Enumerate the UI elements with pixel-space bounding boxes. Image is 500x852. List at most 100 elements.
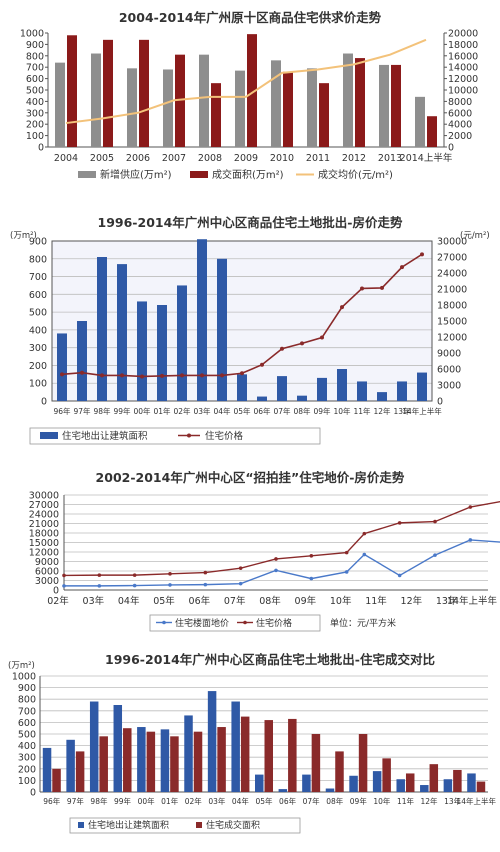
- chart-3-point-land-price: [168, 583, 172, 587]
- chart-4-x-tick-label: 01年: [161, 796, 179, 806]
- chart-2-point-price: [400, 265, 404, 270]
- chart-4-x-tick-label: 06年: [279, 796, 297, 806]
- chart-4-bar-land: [42, 747, 52, 792]
- chart-2-point-price: [140, 374, 144, 379]
- chart-1-bar-transacted: [139, 39, 149, 148]
- chart-2-point-price: [320, 335, 324, 340]
- chart-3-x-tick-label: 03年: [83, 595, 105, 607]
- chart-4-bar-transacted: [311, 734, 321, 792]
- chart-4: 1996-2014年广州中心区商品住宅土地批出-住宅成交对比 (万m²) 01002…: [8, 652, 496, 834]
- chart-2-title: 1996-2014年广州中心区商品住宅土地批出-房价走势: [98, 215, 403, 230]
- chart-3-legend-marker: [162, 620, 166, 625]
- chart-3-point-house-price: [132, 573, 137, 577]
- chart-2-point-price: [340, 305, 344, 310]
- chart-3-y-tick-label: 27000: [29, 500, 59, 511]
- chart-3-point-land-price: [468, 538, 473, 542]
- chart-1-legend-swatch: [190, 171, 208, 178]
- chart-3-point-land-price: [362, 552, 367, 557]
- chart-4-legend-swatch: [78, 822, 84, 828]
- chart-2-y2-tick-label: 3000: [437, 381, 461, 392]
- chart-1-y2-tick-label: 10000: [448, 86, 478, 97]
- chart-1-y-tick-label: 700: [26, 63, 44, 74]
- chart-1-x-tick-label: 2009: [234, 153, 258, 164]
- chart-1-y2-tick-label: 16000: [448, 51, 478, 62]
- chart-1-x-tick-label: 2012: [342, 153, 366, 164]
- chart-2-point-price: [240, 371, 244, 376]
- chart-4-bar-transacted: [429, 764, 439, 792]
- chart-1-x-tick-label: 2007: [162, 153, 186, 164]
- chart-2-y-tick-label: 100: [29, 379, 47, 390]
- chart-2-point-price: [360, 286, 364, 291]
- chart-1-y2-tick-label: 18000: [448, 40, 478, 51]
- chart-4-x-tick-label: 13年: [444, 796, 462, 806]
- chart-2-bar-land: [217, 258, 227, 401]
- chart-3-point-house-price: [309, 554, 314, 558]
- chart-3-point-land-price: [309, 576, 314, 581]
- chart-1-x-tick-label: 2014上半年: [400, 152, 453, 164]
- chart-4-bar-land: [89, 701, 99, 792]
- chart-1-y2-tick-label: 20000: [448, 29, 478, 40]
- chart-4-bar-transacted: [288, 718, 297, 792]
- chart-2-x-tick-label: 08年: [293, 406, 311, 416]
- chart-1-x-tick-label: 2010: [270, 153, 294, 164]
- chart-4-y-tick-label: 600: [18, 718, 36, 729]
- chart-2-point-price: [380, 285, 384, 290]
- chart-4-bar-transacted: [405, 773, 415, 792]
- chart-1-x-tick-label: 2011: [306, 153, 330, 164]
- chart-3-point-land-price: [132, 583, 137, 588]
- chart-2-bar-land: [157, 305, 167, 401]
- chart-3-point-house-price: [238, 566, 243, 570]
- chart-4-x-tick-label: 03年: [208, 796, 226, 806]
- chart-1-y2-tick-label: 2000: [448, 131, 472, 142]
- chart-4-y-tick-label: 100: [18, 776, 36, 787]
- chart-1-panel: 2004-2014年广州原十区商品住宅供求价走势 0 100 200 300 400 500…: [0, 0, 500, 190]
- chart-4-legend-label: 住宅地出让建筑面积: [88, 819, 169, 831]
- chart-1-x-tick-label: 2006: [126, 153, 150, 164]
- chart-3-title: 2002-2014年广州中心区“招拍挂”住宅地价-房价走势: [96, 470, 405, 485]
- chart-1: 2004-2014年广州原十区商品住宅供求价走势0100200300400500…: [20, 10, 478, 181]
- chart-4-x-tick-label: 11年: [397, 796, 415, 806]
- chart-4-y-tick-label: 200: [18, 764, 36, 775]
- chart-3-y-tick-label: 6000: [35, 567, 59, 578]
- chart-2-y2label: (元/m²): [460, 231, 490, 241]
- chart-2-legend-label: 住宅地出让建筑面积: [62, 430, 148, 442]
- chart-3-x-tick-label: 14年上半年: [447, 595, 498, 607]
- chart-4-bar-land: [467, 773, 476, 792]
- chart-1-bar-transacted: [211, 83, 221, 147]
- chart-1-y-tick-label: 600: [26, 74, 44, 85]
- chart-1-x-tick-label: 2013: [378, 153, 402, 164]
- chart-1-x-tick-label: 2004: [54, 153, 78, 164]
- chart-3-point-house-price: [468, 505, 473, 509]
- chart-2-x-tick-label: 13年: [393, 406, 411, 416]
- chart-3-point-land-price: [203, 582, 208, 587]
- chart-1-bar-supply: [307, 68, 317, 147]
- chart-4-bar-transacted: [382, 758, 391, 792]
- chart-1-legend-swatch: [78, 171, 96, 178]
- chart-2-bar-land: [197, 239, 207, 401]
- chart-2-x-tick-label: 05年: [233, 406, 251, 416]
- chart-3-x-tick-label: 06年: [189, 595, 211, 607]
- chart-4-x-tick-label: 08年: [326, 796, 344, 806]
- chart-1-bar-supply: [343, 53, 353, 147]
- chart-1-x-tick-label: 2008: [198, 153, 222, 164]
- chart-3-y-tick-label: 30000: [29, 491, 59, 502]
- chart-4-y-tick-label: 700: [18, 706, 36, 717]
- chart-4-bar-transacted: [264, 720, 273, 792]
- chart-1-legend-label: 新增供应(万m²): [100, 168, 172, 181]
- chart-3-legend-marker: [243, 620, 247, 625]
- chart-3-line-land-price: [64, 539, 500, 587]
- chart-4-bar-land: [113, 705, 123, 792]
- chart-4-bar-land: [325, 788, 335, 792]
- chart-4-bar-land: [396, 779, 405, 792]
- chart-1-bar-supply: [55, 62, 65, 147]
- chart-4-x-tick-label: 05年: [255, 796, 273, 806]
- chart-2-x-tick-label: 98年: [93, 406, 111, 416]
- chart-2-point-price: [200, 373, 204, 378]
- chart-3-point-house-price: [62, 573, 66, 578]
- chart-4-y-tick-label: 400: [18, 741, 36, 752]
- chart-2-y2-tick-label: 12000: [437, 333, 467, 344]
- chart-1-x-tick-label: 2005: [90, 153, 114, 164]
- chart-3-point-house-price: [397, 521, 402, 525]
- chart-2-y2-tick-label: 30000: [437, 237, 467, 248]
- chart-2-x-tick-label: 96年: [53, 406, 71, 416]
